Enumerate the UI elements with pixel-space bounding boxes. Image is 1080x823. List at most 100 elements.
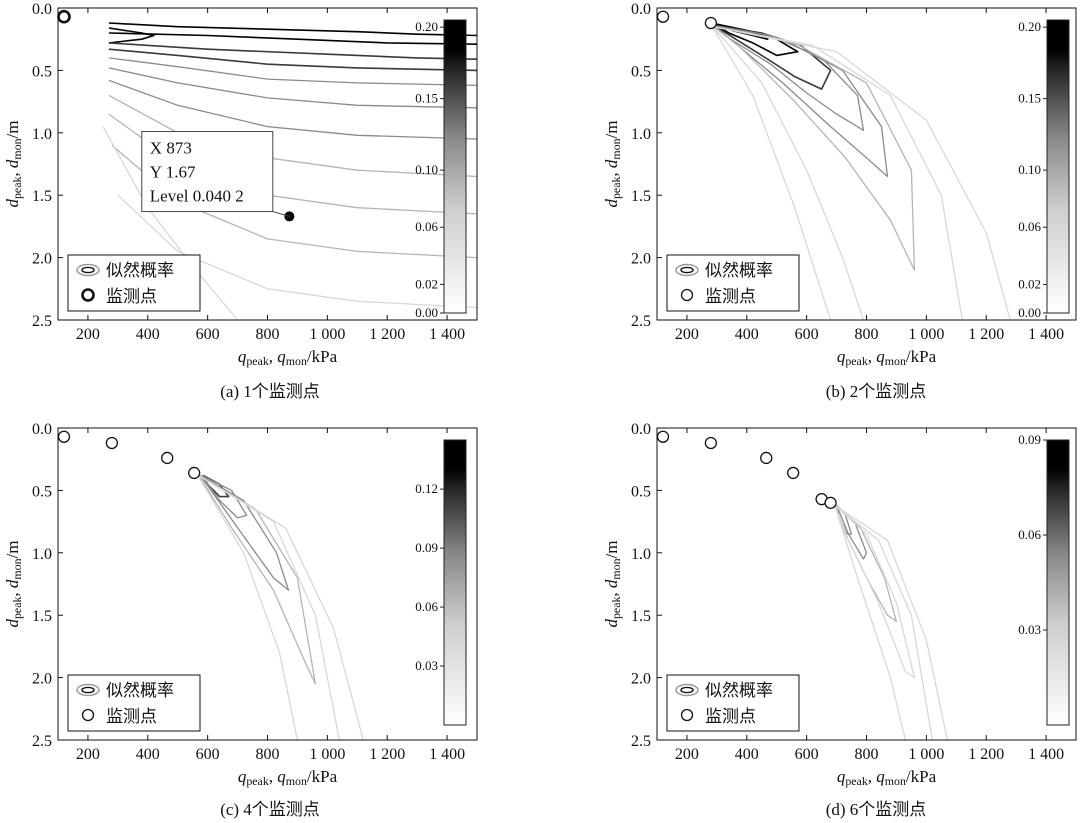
colorbar-tick-label: 0.06 bbox=[415, 599, 438, 614]
contour-line bbox=[108, 67, 477, 109]
contour-line bbox=[834, 506, 907, 740]
contour-line bbox=[834, 504, 948, 740]
y-tick-label: 1.0 bbox=[32, 546, 52, 563]
legend-contour-icon bbox=[675, 263, 699, 277]
x-tick-label: 600 bbox=[196, 746, 220, 763]
colorbar bbox=[1046, 439, 1070, 726]
colorbar-tick-label: 0.03 bbox=[415, 658, 438, 673]
legend-label-likelihood: 似然概率 bbox=[705, 681, 773, 700]
y-tick-label: 2.0 bbox=[32, 251, 52, 268]
colorbar-tick-label: 0.06 bbox=[1018, 527, 1041, 542]
x-tick-label: 400 bbox=[735, 746, 759, 763]
y-tick-label: 1.5 bbox=[631, 188, 651, 205]
monitoring-point bbox=[787, 466, 800, 480]
colorbar bbox=[1046, 19, 1070, 314]
colorbar-tick-label: 0.00 bbox=[1018, 305, 1041, 320]
annotation-line: Y 1.67 bbox=[150, 163, 196, 182]
x-tick-label: 600 bbox=[795, 746, 819, 763]
x-tick-label: 200 bbox=[76, 746, 100, 763]
legend-contour-icon-inner bbox=[81, 686, 95, 694]
colorbar bbox=[443, 19, 467, 314]
colorbar-tick-label: 0.03 bbox=[1018, 622, 1041, 637]
contour-line bbox=[198, 474, 340, 740]
contour-line bbox=[713, 26, 963, 320]
colorbar-tick-label: 0.09 bbox=[1018, 432, 1041, 447]
y-tick-label: 2.5 bbox=[32, 733, 52, 750]
x-tick-label: 1 400 bbox=[429, 326, 465, 343]
contour-line bbox=[834, 504, 916, 679]
monitoring-point bbox=[824, 496, 837, 510]
colorbar-tick-label: 0.20 bbox=[415, 19, 438, 34]
contour-line bbox=[834, 504, 933, 740]
colorbar-tick-label: 0.09 bbox=[415, 540, 438, 555]
legend-label-monitoring: 监测点 bbox=[705, 287, 756, 306]
x-tick-label: 1 400 bbox=[429, 746, 465, 763]
colorbar-tick-label: 0.02 bbox=[1018, 276, 1041, 291]
legend-label-likelihood: 似然概率 bbox=[106, 681, 174, 700]
y-axis-label: dpeak, dmon/m bbox=[3, 120, 24, 207]
x-tick-label: 800 bbox=[855, 746, 879, 763]
monitoring-point bbox=[656, 430, 670, 443]
annotation-line: X 873 bbox=[150, 139, 192, 158]
colorbar-tick-label: 0.20 bbox=[1018, 19, 1041, 34]
y-tick-label: 0.0 bbox=[32, 1, 52, 18]
panel-caption: (c) 4个监测点 bbox=[220, 800, 320, 819]
contour-line bbox=[199, 474, 290, 591]
x-tick-label: 400 bbox=[136, 326, 160, 343]
panel-1: 200 400 600 800 1 000 1 200 1 400 0.0 0.5 1.0 1.5 2… bbox=[602, 1, 1077, 401]
x-tick-label: 1 200 bbox=[369, 326, 405, 343]
legend-point-icon bbox=[81, 288, 95, 302]
colorbar bbox=[443, 439, 467, 726]
contour-line bbox=[198, 474, 317, 685]
annotation-leader bbox=[272, 211, 290, 217]
x-tick-label: 200 bbox=[675, 746, 699, 763]
legend-label-likelihood: 似然概率 bbox=[106, 261, 174, 280]
monitoring-point bbox=[188, 466, 201, 480]
contour-line bbox=[713, 26, 889, 178]
x-axis-label: qpeak, qmon/kPa bbox=[837, 347, 937, 368]
contour-line bbox=[108, 42, 477, 60]
contour-line bbox=[108, 48, 477, 72]
y-tick-label: 0.5 bbox=[32, 483, 52, 500]
contour-line bbox=[108, 32, 477, 45]
y-tick-label: 0.5 bbox=[631, 483, 651, 500]
contour-line bbox=[713, 26, 1011, 320]
legend-contour-icon-inner bbox=[680, 266, 694, 274]
legend-point-icon bbox=[680, 708, 694, 722]
panel-3: 200 400 600 800 1 000 1 200 1 400 0.0 0.5 1.0 1.5 2… bbox=[602, 421, 1077, 819]
y-axis-label: dpeak, dmon/m bbox=[602, 120, 623, 207]
contour-group bbox=[713, 23, 1011, 320]
panel-caption: (b) 2个监测点 bbox=[826, 382, 927, 401]
panel-caption: (a) 1个监测点 bbox=[220, 382, 320, 401]
colorbar-tick-label: 0.10 bbox=[415, 162, 438, 177]
x-tick-label: 600 bbox=[795, 326, 819, 343]
y-tick-label: 0.5 bbox=[32, 63, 52, 80]
legend-contour-icon bbox=[675, 683, 699, 697]
legend-label-monitoring: 监测点 bbox=[705, 707, 756, 726]
y-tick-label: 1.5 bbox=[631, 608, 651, 625]
x-axis-label: qpeak, qmon/kPa bbox=[238, 767, 338, 788]
y-axis-label: dpeak, dmon/m bbox=[3, 540, 24, 627]
x-tick-label: 1 000 bbox=[309, 326, 345, 343]
monitoring-point bbox=[760, 451, 773, 465]
panel-caption: (d) 6个监测点 bbox=[826, 800, 927, 819]
x-tick-label: 800 bbox=[256, 326, 280, 343]
monitoring-point bbox=[704, 16, 718, 30]
y-tick-label: 2.0 bbox=[631, 671, 651, 688]
x-axis-label: qpeak, qmon/kPa bbox=[238, 347, 338, 368]
x-tick-label: 600 bbox=[196, 326, 220, 343]
colorbar-tick-label: 0.10 bbox=[1018, 162, 1041, 177]
y-tick-label: 0.5 bbox=[631, 63, 651, 80]
contour-line bbox=[198, 476, 299, 740]
legend-point-icon bbox=[680, 288, 694, 302]
annotation-line: Level 0.040 2 bbox=[150, 187, 244, 206]
monitoring-point bbox=[656, 10, 670, 23]
legend-contour-icon-inner bbox=[680, 686, 694, 694]
contour-line bbox=[108, 79, 477, 140]
contour-line bbox=[108, 27, 155, 44]
x-tick-label: 400 bbox=[136, 746, 160, 763]
y-tick-label: 0.0 bbox=[631, 1, 651, 18]
x-tick-label: 1 200 bbox=[968, 326, 1004, 343]
legend-contour-icon bbox=[76, 263, 100, 277]
monitoring-point bbox=[57, 430, 71, 443]
